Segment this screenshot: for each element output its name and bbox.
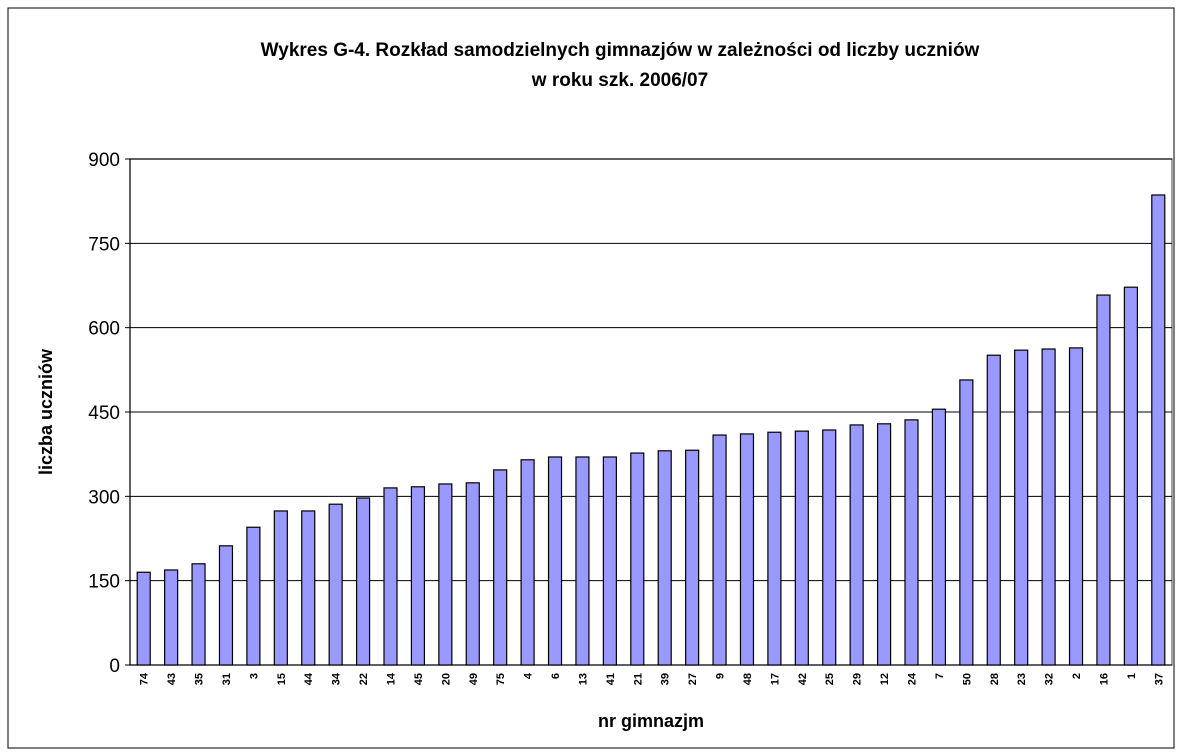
y-tick-label: 450 (88, 403, 120, 424)
x-tick-label: 7 (934, 673, 946, 679)
x-tick-label: 14 (386, 672, 398, 685)
x-tick-label: 32 (1044, 673, 1056, 685)
bar (410, 486, 426, 666)
x-tick-label: 21 (632, 673, 644, 685)
bar (301, 510, 316, 666)
bar (355, 497, 371, 666)
x-tick-label: 13 (577, 673, 589, 685)
bar (739, 433, 755, 666)
bar (520, 459, 535, 666)
x-tick-label: 43 (166, 673, 178, 685)
bar (273, 510, 288, 666)
bar (931, 408, 947, 666)
bar (1068, 347, 1084, 666)
x-tick-label: 2 (1071, 673, 1083, 679)
x-tick-label: 28 (989, 673, 1001, 685)
bar (685, 449, 700, 666)
x-tick-label: 49 (468, 673, 480, 685)
bar (136, 571, 151, 666)
x-tick-label: 44 (303, 672, 315, 685)
y-tick-label: 600 (88, 319, 120, 340)
bar (218, 545, 234, 666)
bar (794, 430, 809, 666)
x-tick-label: 74 (139, 672, 151, 685)
bar (959, 379, 974, 666)
x-tick-label: 1 (1126, 673, 1138, 679)
x-tick-label: 23 (1016, 673, 1028, 685)
x-tick-label: 31 (221, 673, 233, 685)
bar (657, 450, 672, 666)
chart-subtitle: w roku szk. 2006/07 (531, 70, 708, 91)
x-tick-label: 6 (550, 673, 562, 679)
bar (822, 429, 837, 666)
x-tick-label: 22 (358, 673, 370, 685)
y-tick-label: 0 (109, 656, 120, 677)
bar (438, 483, 453, 666)
bar (493, 469, 508, 666)
x-tick-label: 35 (194, 673, 206, 685)
x-tick-label: 3 (248, 673, 260, 679)
x-tick-label: 24 (907, 672, 919, 685)
x-tick-label: 45 (413, 673, 425, 685)
x-tick-label: 17 (769, 673, 781, 685)
x-tick-label: 50 (961, 673, 973, 685)
bar (328, 503, 343, 666)
bar (191, 563, 206, 666)
bar (246, 526, 261, 666)
bar (630, 452, 645, 666)
x-tick-label: 20 (440, 673, 452, 685)
x-tick-label: 16 (1098, 673, 1110, 685)
bar (986, 354, 1001, 666)
bar (547, 456, 563, 666)
y-axis-label: liczba uczniów (36, 348, 56, 475)
bar (904, 419, 919, 666)
bar (1014, 349, 1029, 666)
y-tick-label: 750 (88, 234, 120, 255)
y-tick-label: 900 (88, 150, 120, 171)
x-tick-label: 75 (495, 673, 507, 685)
bar (712, 434, 727, 666)
x-tick-label: 37 (1153, 673, 1165, 685)
bar (849, 424, 864, 666)
bar (602, 456, 617, 666)
bar (1041, 348, 1056, 666)
bar (876, 423, 892, 666)
bar (383, 487, 398, 666)
x-tick-label: 4 (523, 672, 535, 679)
x-tick-label: 39 (660, 673, 672, 685)
x-tick-label: 27 (687, 673, 699, 685)
x-tick-label: 25 (824, 673, 836, 685)
bar (1096, 294, 1111, 666)
bar (767, 431, 782, 666)
chart-title: Wykres G-4. Rozkład samodzielnych gimnaz… (261, 40, 980, 61)
x-tick-label: 42 (797, 673, 809, 685)
bar (164, 569, 179, 666)
y-tick-label: 150 (88, 572, 120, 593)
x-tick-label: 48 (742, 673, 754, 685)
bar (575, 456, 590, 666)
x-tick-label: 12 (879, 673, 891, 685)
y-tick-label: 300 (88, 487, 120, 508)
x-tick-label: 34 (331, 672, 343, 685)
x-tick-label: 29 (852, 673, 864, 685)
x-axis-label: nr gimnazjm (598, 711, 704, 731)
x-tick-label: 9 (715, 673, 727, 679)
bar (465, 482, 480, 666)
x-tick-label: 41 (605, 673, 617, 685)
x-tick-label: 15 (276, 673, 288, 685)
bar (1123, 286, 1138, 666)
bar (1151, 194, 1166, 666)
